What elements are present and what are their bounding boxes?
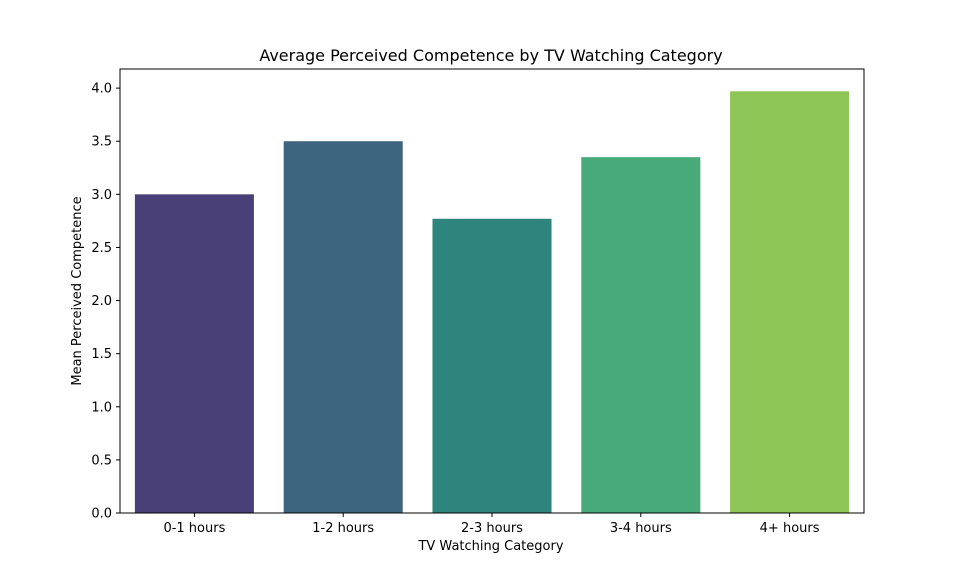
y-tick-label: 2.5: [91, 241, 112, 256]
bars-group: [134, 91, 850, 514]
y-tick-label: 3.5: [91, 135, 112, 150]
bar-0-1-hours: [134, 194, 254, 513]
x-tick-label: 4+ hours: [760, 521, 820, 536]
y-axis: 0.0 0.5 1.0 1.5 2.0 2.5 3.0 3.5 4.0: [91, 82, 120, 522]
x-tick-label: 3-4 hours: [610, 521, 672, 536]
y-tick-label: 1.5: [91, 347, 112, 362]
y-axis-label: Mean Perceived Competence: [70, 196, 85, 385]
y-tick-label: 4.0: [91, 82, 112, 97]
x-tick-label: 2-3 hours: [461, 521, 523, 536]
y-tick-label: 3.0: [91, 188, 112, 203]
x-tick-label: 0-1 hours: [163, 521, 225, 536]
bar-3-4-hours: [581, 157, 701, 514]
x-axis-label: TV Watching Category: [417, 539, 563, 554]
bar-4-hours: [730, 91, 850, 514]
y-tick-label: 2.0: [91, 294, 112, 309]
chart-title: Average Perceived Competence by TV Watch…: [259, 46, 722, 65]
bar-1-2-hours: [283, 141, 403, 513]
y-tick-label: 0.5: [91, 453, 112, 468]
y-tick-label: 0.0: [91, 507, 112, 522]
x-axis: 0-1 hours 1-2 hours 2-3 hours 3-4 hours 4+ h…: [163, 513, 820, 536]
bar-2-3-hours: [432, 218, 552, 514]
y-tick-label: 1.0: [91, 400, 112, 415]
x-tick-label: 1-2 hours: [312, 521, 374, 536]
